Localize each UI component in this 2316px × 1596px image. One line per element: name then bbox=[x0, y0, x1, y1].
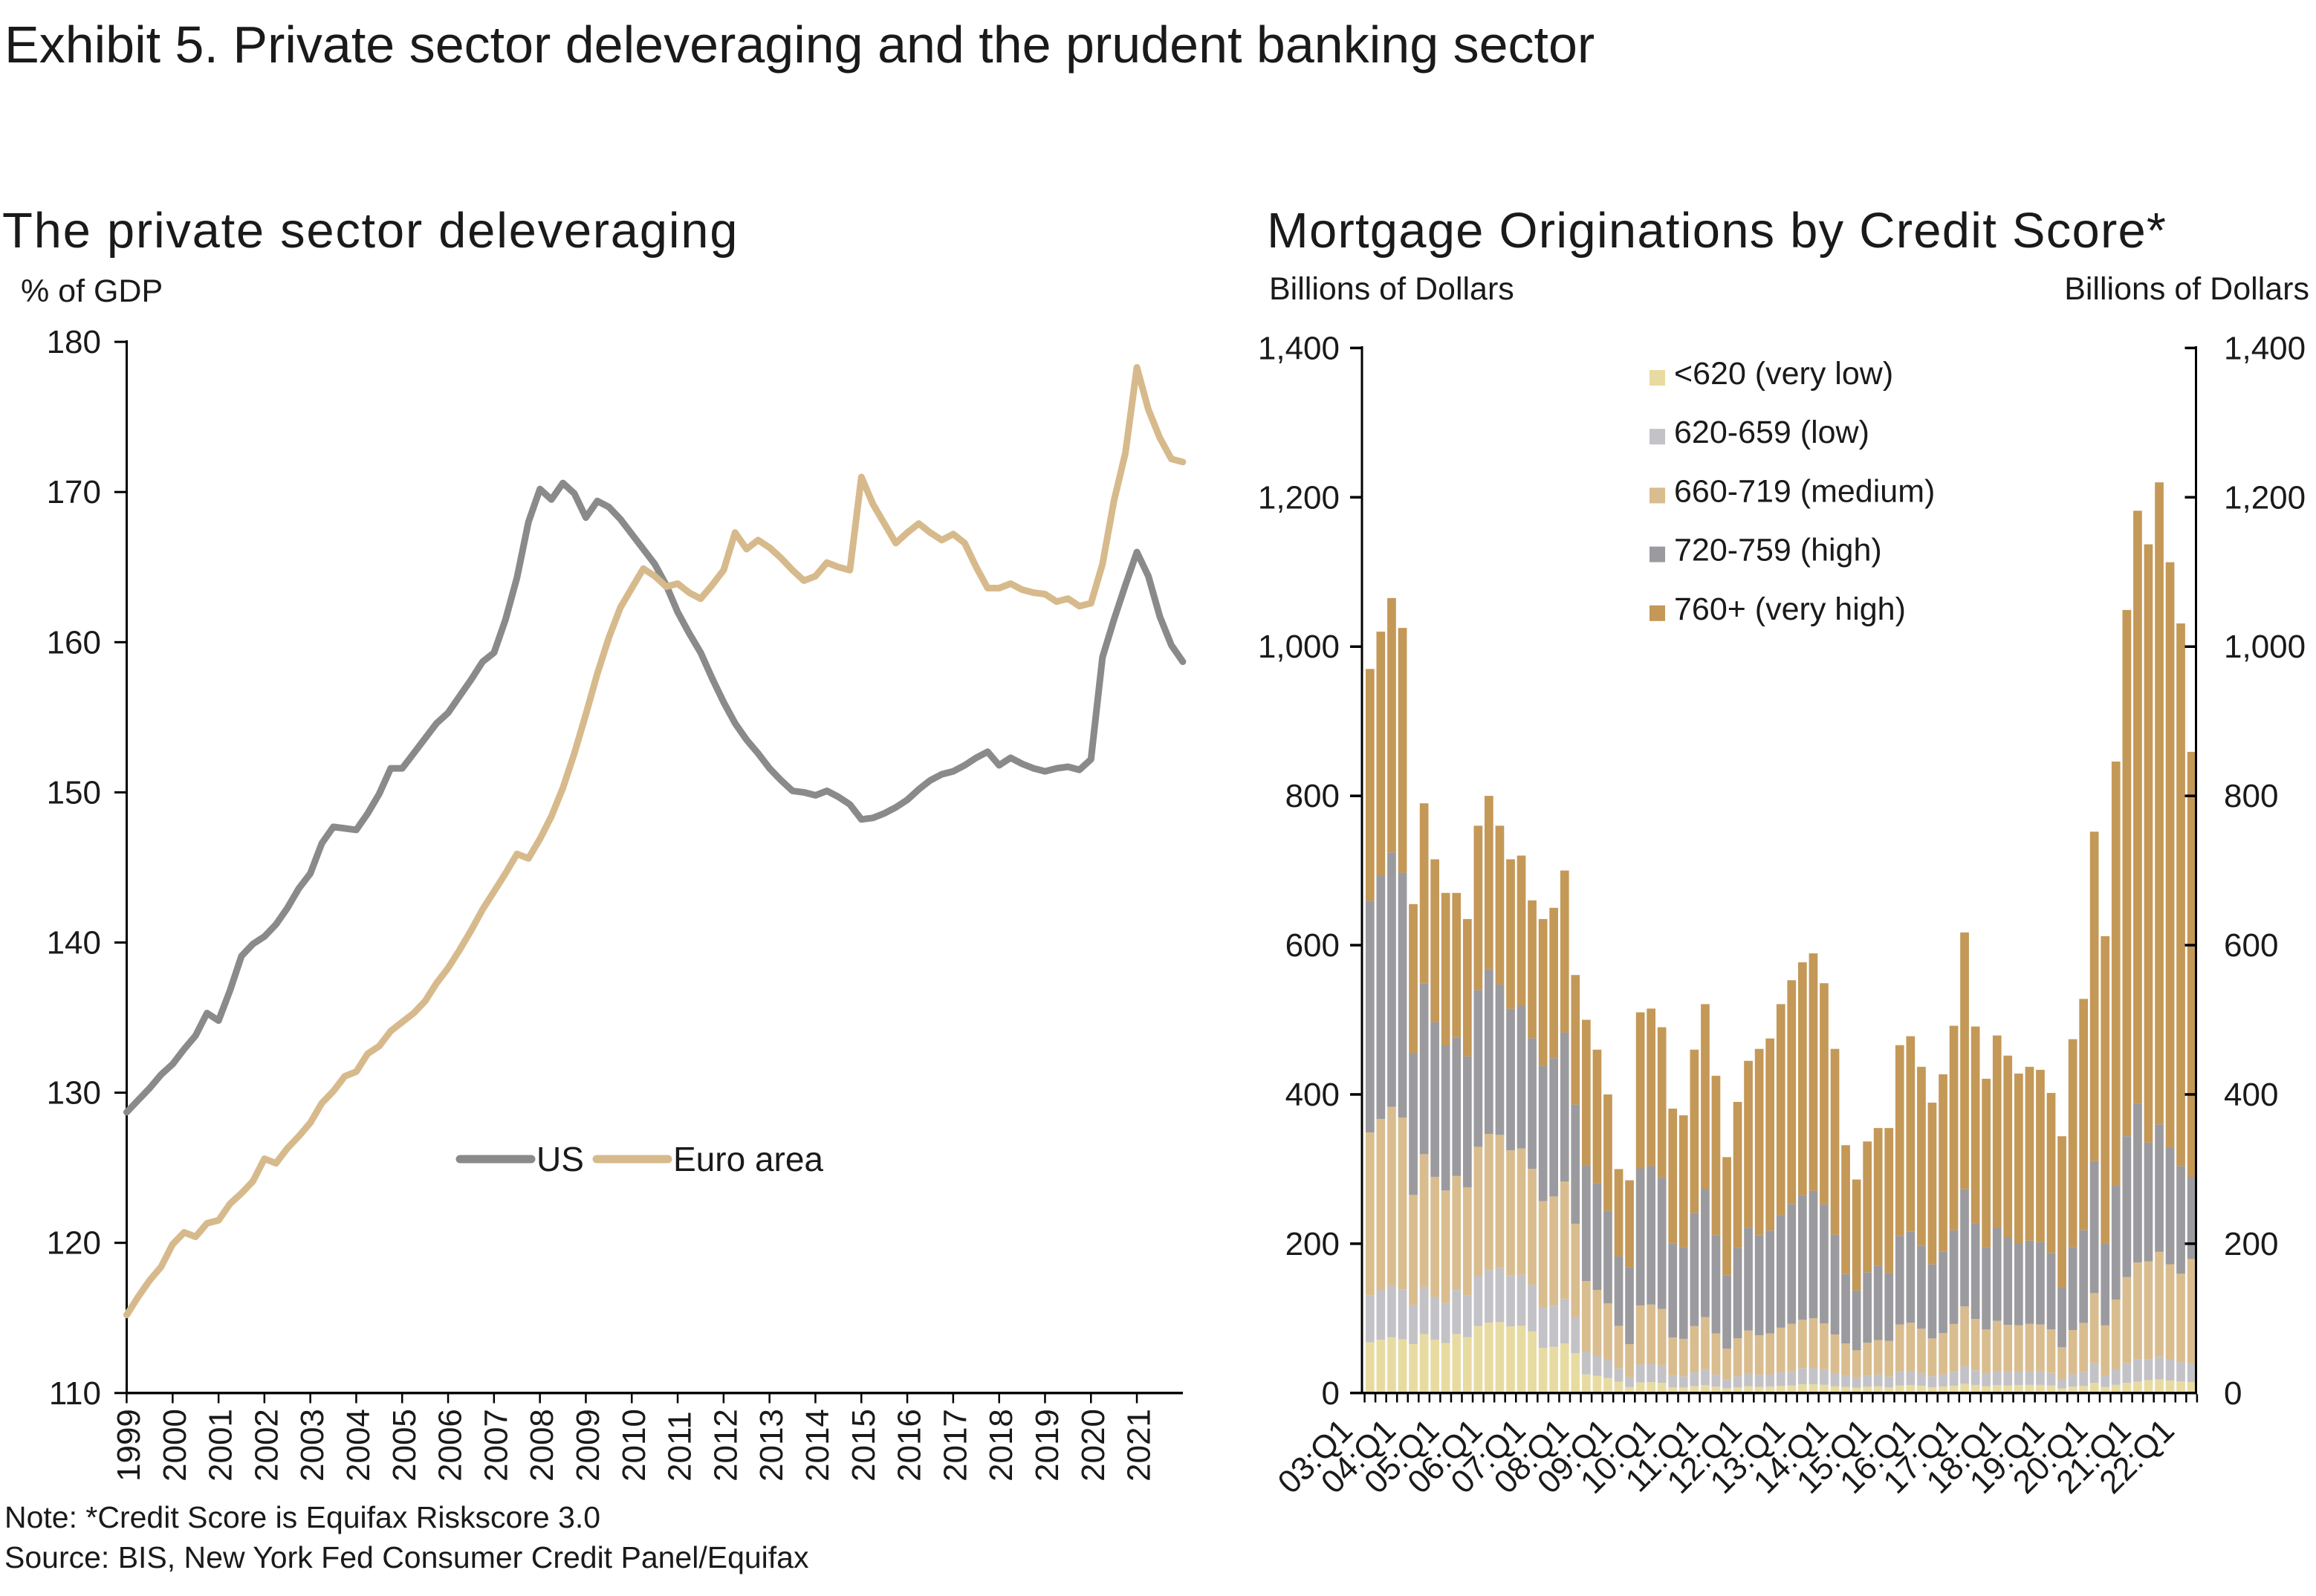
svg-text:400: 400 bbox=[1285, 1077, 1340, 1113]
svg-text:2012: 2012 bbox=[707, 1409, 744, 1482]
svg-text:2001: 2001 bbox=[203, 1409, 239, 1482]
svg-text:0: 0 bbox=[1322, 1375, 1340, 1412]
svg-text:2021: 2021 bbox=[1121, 1409, 1158, 1482]
svg-text:2015: 2015 bbox=[846, 1409, 882, 1482]
svg-text:2018: 2018 bbox=[983, 1409, 1019, 1482]
svg-text:2011: 2011 bbox=[662, 1411, 698, 1482]
svg-text:2014: 2014 bbox=[799, 1409, 836, 1482]
svg-text:600: 600 bbox=[2224, 927, 2278, 964]
svg-text:200: 200 bbox=[1285, 1226, 1340, 1262]
svg-text:2005: 2005 bbox=[386, 1409, 423, 1482]
svg-text:200: 200 bbox=[2224, 1226, 2278, 1262]
svg-text:Source: BIS, New York Fed Cons: Source: BIS, New York Fed Consumer Credi… bbox=[4, 1540, 809, 1574]
svg-text:2007: 2007 bbox=[478, 1409, 514, 1482]
svg-text:US: US bbox=[536, 1140, 584, 1178]
svg-text:<620 (very low): <620 (very low) bbox=[1674, 356, 1893, 392]
svg-text:Euro area: Euro area bbox=[673, 1140, 823, 1178]
svg-text:170: 170 bbox=[47, 474, 101, 510]
svg-text:180: 180 bbox=[47, 324, 101, 360]
svg-text:Billions of Dollars: Billions of Dollars bbox=[1269, 271, 1514, 307]
svg-text:0: 0 bbox=[2224, 1375, 2242, 1412]
svg-text:2000: 2000 bbox=[157, 1409, 193, 1482]
svg-text:2004: 2004 bbox=[340, 1409, 377, 1482]
svg-text:800: 800 bbox=[1285, 778, 1340, 814]
svg-text:720-759 (high): 720-759 (high) bbox=[1674, 533, 1882, 568]
svg-text:160: 160 bbox=[47, 624, 101, 661]
svg-text:760+ (very high): 760+ (very high) bbox=[1674, 591, 1906, 627]
svg-text:Mortgage Originations by Credi: Mortgage Originations by Credit Score* bbox=[1267, 203, 2167, 259]
svg-text:1999: 1999 bbox=[111, 1409, 147, 1482]
svg-text:130: 130 bbox=[47, 1075, 101, 1112]
svg-text:120: 120 bbox=[47, 1225, 101, 1262]
svg-text:1,400: 1,400 bbox=[1258, 330, 1340, 366]
svg-text:2006: 2006 bbox=[432, 1409, 469, 1482]
svg-text:600: 600 bbox=[1285, 927, 1340, 964]
svg-text:1,200: 1,200 bbox=[2224, 479, 2306, 516]
svg-text:% of GDP: % of GDP bbox=[21, 273, 163, 309]
svg-text:2013: 2013 bbox=[753, 1409, 790, 1482]
svg-text:2008: 2008 bbox=[524, 1409, 560, 1482]
svg-text:Note: *Credit Score is Equifax: Note: *Credit Score is Equifax Riskscore… bbox=[4, 1500, 600, 1534]
svg-text:2002: 2002 bbox=[248, 1409, 285, 1482]
svg-text:Exhibit 5. Private sector dele: Exhibit 5. Private sector deleveraging a… bbox=[4, 16, 1595, 74]
svg-text:800: 800 bbox=[2224, 778, 2278, 814]
svg-text:660-719 (medium): 660-719 (medium) bbox=[1674, 473, 1935, 509]
svg-text:1,200: 1,200 bbox=[1258, 479, 1340, 516]
svg-text:The private sector deleveragin: The private sector deleveraging bbox=[2, 203, 739, 259]
svg-text:1,000: 1,000 bbox=[2224, 629, 2306, 665]
svg-text:2009: 2009 bbox=[570, 1409, 606, 1482]
svg-text:140: 140 bbox=[47, 925, 101, 961]
svg-text:1,400: 1,400 bbox=[2224, 330, 2306, 366]
svg-text:400: 400 bbox=[2224, 1077, 2278, 1113]
svg-text:2019: 2019 bbox=[1029, 1409, 1065, 1482]
svg-text:2020: 2020 bbox=[1075, 1409, 1112, 1482]
svg-text:Billions of Dollars: Billions of Dollars bbox=[2064, 271, 2309, 307]
svg-text:150: 150 bbox=[47, 774, 101, 811]
svg-text:2010: 2010 bbox=[616, 1409, 652, 1482]
svg-text:2016: 2016 bbox=[892, 1409, 928, 1482]
svg-text:110: 110 bbox=[49, 1375, 101, 1412]
svg-text:2017: 2017 bbox=[937, 1409, 973, 1482]
svg-text:2003: 2003 bbox=[294, 1409, 331, 1482]
svg-text:1,000: 1,000 bbox=[1258, 629, 1340, 665]
svg-text:620-659 (low): 620-659 (low) bbox=[1674, 415, 1869, 450]
